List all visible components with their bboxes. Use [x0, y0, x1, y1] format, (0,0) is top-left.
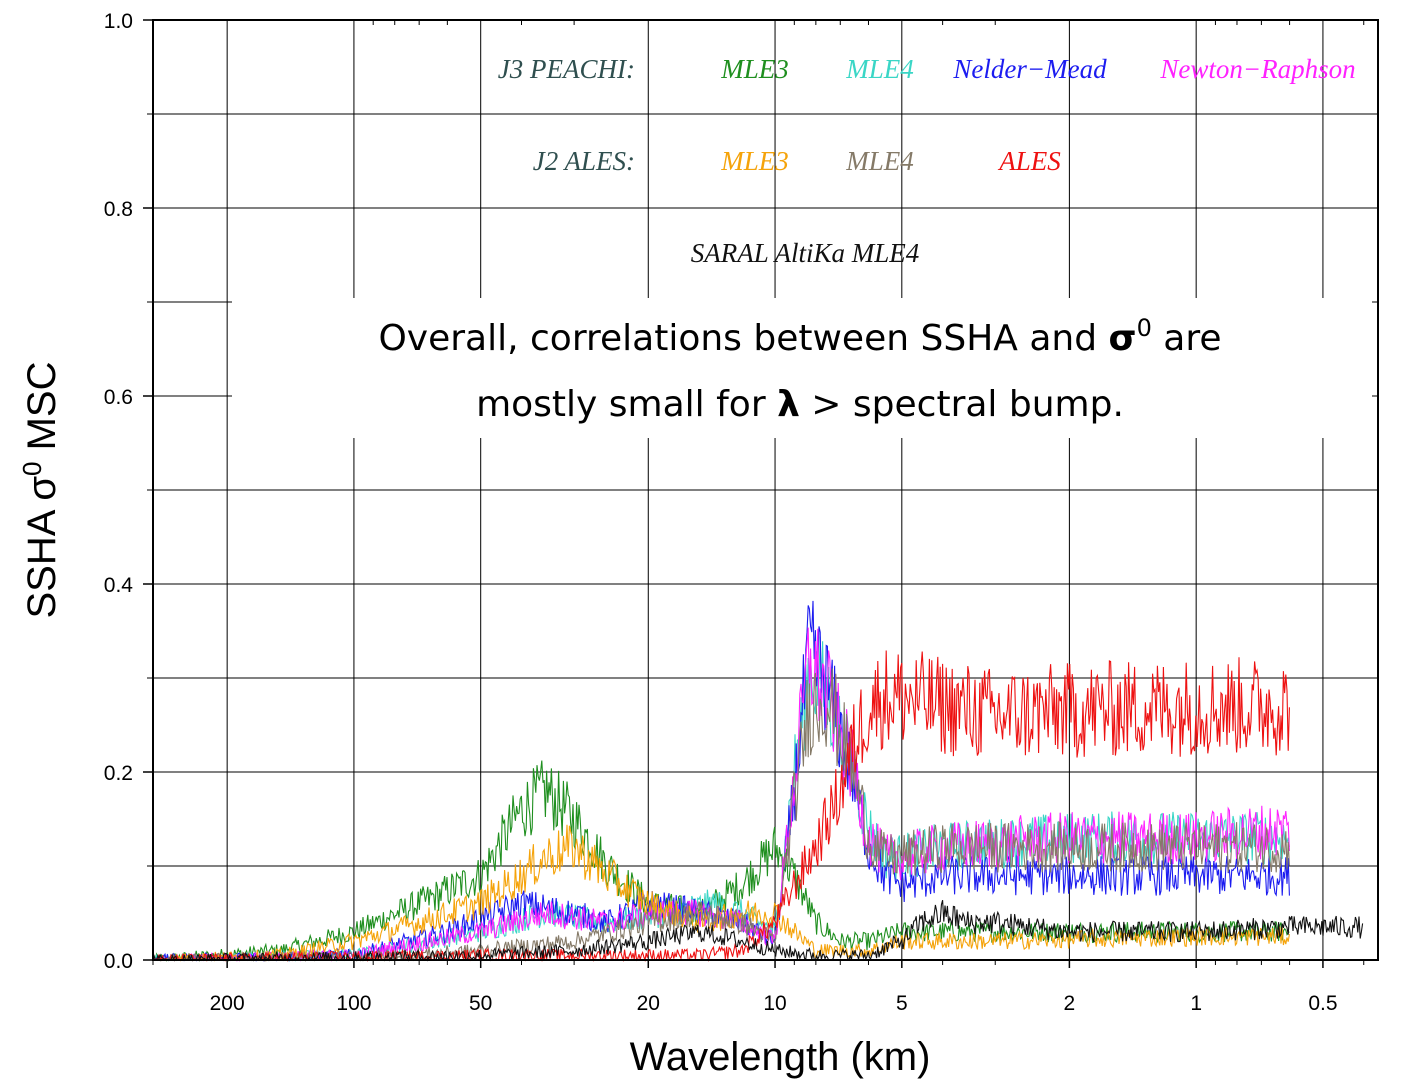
series-group — [152, 600, 1364, 963]
legend-entry: MLE4 — [845, 146, 914, 176]
axes — [143, 19, 1379, 968]
y-tick-label: 0.2 — [104, 762, 133, 785]
legend-entry: MLE3 — [720, 54, 789, 84]
x-tick-label: 200 — [210, 992, 245, 1015]
legend: J3 PEACHI: MLE3 MLE4 Nelder−Mead Newton−Raph… — [498, 54, 1356, 268]
y-tick-label: 0.0 — [104, 950, 133, 973]
series-line — [152, 824, 1290, 963]
x-axis-title: Wavelength (km) — [630, 1035, 931, 1079]
legend-entry: Newton−Raphson — [1159, 54, 1355, 84]
x-tick-label: 20 — [637, 992, 660, 1015]
plot-frame — [152, 19, 1379, 961]
x-tick-label: 2 — [1064, 992, 1076, 1015]
annotation-line-2: mostly small for λ > spectral bump. — [476, 384, 1124, 425]
y-tick-label: 0.4 — [104, 574, 134, 597]
series-line — [152, 899, 1364, 962]
x-tick-label: 10 — [763, 992, 786, 1015]
legend-entry: MLE3 — [720, 146, 789, 176]
legend-group-label: J2 ALES: — [533, 146, 635, 176]
legend-group-label: J3 PEACHI: — [498, 54, 635, 84]
x-tick-label: 5 — [896, 992, 908, 1015]
tick-labels: 200 100 50 20 10 5 2 1 0.5 0.0 0.2 0.4 0.6 0.8 1.0 — [104, 10, 1338, 1015]
annotation-box — [232, 298, 1372, 438]
x-tick-label: 0.5 — [1308, 992, 1337, 1015]
x-tick-label: 1 — [1190, 992, 1202, 1015]
series-line — [153, 636, 1290, 963]
legend-entry: Nelder−Mead — [952, 54, 1107, 84]
legend-entry: MLE4 — [845, 54, 914, 84]
x-tick-label: 50 — [469, 992, 492, 1015]
x-tick-label: 100 — [336, 992, 371, 1015]
y-tick-label: 0.6 — [104, 386, 133, 409]
annotation-line-1: Overall, correlations between SSHA and σ… — [378, 314, 1221, 359]
y-tick-label: 0.8 — [104, 198, 133, 221]
legend-entry: SARAL AltiKa MLE4 — [691, 238, 920, 268]
y-axis-title: SSHA σ0 MSC — [17, 362, 64, 619]
legend-entry: ALES — [997, 146, 1061, 176]
y-tick-label: 1.0 — [104, 10, 133, 33]
